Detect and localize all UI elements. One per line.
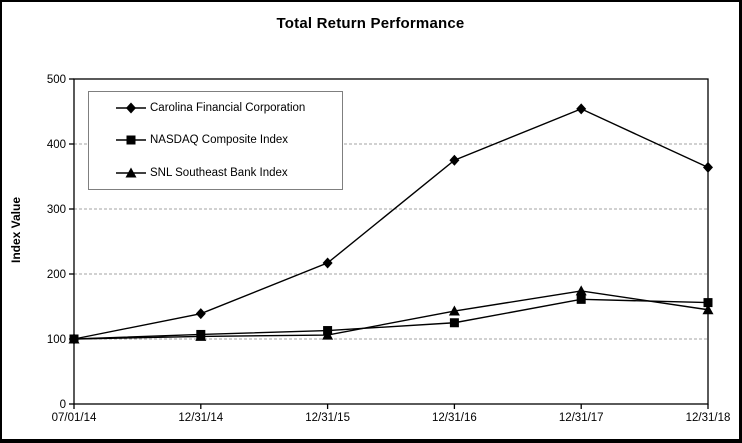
svg-text:500: 500	[47, 74, 66, 86]
svg-text:07/01/14: 07/01/14	[52, 412, 97, 424]
legend-label: NASDAQ Composite Index	[150, 134, 289, 147]
legend-entry-carolina: Carolina Financial Corporation	[116, 101, 342, 115]
svg-text:100: 100	[47, 334, 66, 346]
svg-text:300: 300	[47, 204, 66, 216]
svg-text:12/31/15: 12/31/15	[305, 412, 350, 424]
svg-text:12/31/18: 12/31/18	[686, 412, 731, 424]
triangle-marker-icon	[116, 167, 146, 178]
legend: Carolina Financial Corporation NASDAQ Co…	[88, 91, 343, 190]
svg-text:0: 0	[60, 399, 66, 411]
svg-text:12/31/17: 12/31/17	[559, 412, 604, 424]
svg-text:12/31/16: 12/31/16	[432, 412, 477, 424]
legend-entry-nasdaq: NASDAQ Composite Index	[116, 133, 342, 147]
svg-text:200: 200	[47, 269, 66, 281]
legend-label: Carolina Financial Corporation	[150, 102, 306, 115]
legend-label: SNL Southeast Bank Index	[150, 166, 288, 179]
legend-entry-snl: SNL Southeast Bank Index	[116, 166, 342, 180]
square-marker-icon	[116, 135, 146, 145]
svg-text:12/31/14: 12/31/14	[178, 412, 223, 424]
chart-title: Total Return Performance	[276, 15, 465, 32]
diamond-marker-icon	[116, 102, 146, 114]
svg-text:400: 400	[47, 139, 66, 151]
